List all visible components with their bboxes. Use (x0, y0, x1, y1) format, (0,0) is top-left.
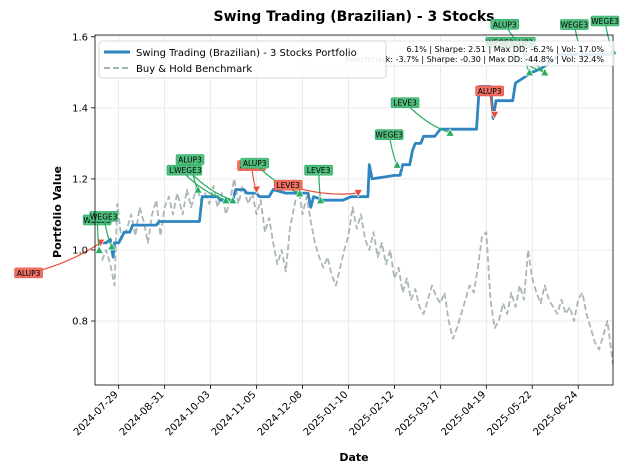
x-tick-label: 2025-01-10 (302, 389, 351, 438)
annotation-box (590, 15, 620, 27)
annotation-label: ALUP3 (493, 20, 517, 29)
annotation-box (173, 164, 203, 176)
x-tick-label: 2024-10-03 (164, 389, 213, 438)
legend-label-benchmark: Buy & Hold Benchmark (136, 64, 252, 75)
y-axis-label: Portfolio Value (51, 166, 64, 258)
x-axis-label: Date (339, 451, 368, 464)
x-tick-label: 2024-12-08 (256, 389, 305, 438)
x-tick-label: 2025-04-19 (440, 389, 489, 438)
annotation-label: WEGE3 (90, 212, 118, 221)
annotation-box (374, 129, 404, 140)
trade-annotation-leve3: LEVE3 (273, 179, 363, 198)
annotation-label: ALUP3 (178, 156, 202, 165)
sell-marker (252, 185, 262, 195)
x-tick-label: 2024-11-05 (210, 389, 259, 438)
annotation-box (490, 19, 520, 30)
y-tick-label: 1.6 (72, 32, 88, 43)
series-line-buy-hold-benchmark (101, 178, 614, 364)
trade-annotation-leve3: LEVE3 (304, 164, 333, 205)
trade-annotation-alup3: ALUP3 (475, 85, 504, 120)
trade-annotation-wege3: WEGE3 (89, 211, 119, 251)
buy-marker (193, 184, 203, 194)
annotation-label: WEGE3 (375, 131, 403, 140)
legend: Swing Trading (Brazilian) - 3 Stocks Por… (98, 40, 387, 79)
annotation-label: WEGE3 (174, 166, 202, 175)
buy-marker (316, 195, 326, 205)
annotation-box (240, 157, 269, 169)
buy-marker (445, 128, 455, 137)
y-tick-label: 1.2 (72, 174, 88, 185)
trade-annotation-alup3: ALUP3 (175, 154, 205, 194)
stats-line-strategy: 6.1% | Sharpe: 2.51 | Max DD: -6.2% | Vo… (406, 45, 604, 54)
x-tick-label: 2025-05-22 (485, 389, 534, 438)
annotation-box (175, 154, 205, 165)
annotation-label: ALUP3 (478, 87, 502, 96)
sell-marker (353, 189, 363, 198)
benchmark-layer (101, 178, 614, 364)
x-axis: 2024-07-292024-08-312024-10-032024-11-05… (72, 385, 580, 438)
y-tick-label: 1.0 (72, 245, 88, 256)
annotation-label: LEVE3 (276, 181, 300, 190)
buy-marker (94, 245, 104, 254)
grid (95, 35, 613, 385)
annotation-label: LEVE3 (307, 166, 331, 175)
x-tick-label: 2024-07-29 (72, 389, 121, 438)
buy-marker (540, 67, 550, 77)
x-tick-label: 2025-02-12 (348, 389, 397, 438)
annotation-box (560, 19, 589, 30)
annotation-box (304, 164, 333, 176)
buy-marker (107, 241, 117, 251)
annotation-box (390, 97, 420, 109)
buy-marker (228, 195, 238, 205)
series-line-swing-trading-brazilian-3-stocks-portfolio (102, 53, 613, 259)
buy-marker (295, 188, 305, 197)
trade-annotation-wege3: WEGE3 (374, 129, 404, 169)
annotation-box (475, 85, 504, 97)
annotation-label: ALUP3 (17, 269, 41, 278)
trade-annotation-wege3: WEGE3 (173, 164, 238, 205)
x-tick-label: 2024-08-31 (118, 389, 167, 438)
trade-annotation-leve3: LEVE3 (390, 97, 455, 137)
annotation-box (14, 267, 43, 279)
annotation-label: LEVE3 (393, 99, 417, 108)
y-axis: 0.8 1.0 1.2 1.4 1.6 (72, 32, 95, 328)
annotation-label: ALUP3 (243, 159, 267, 168)
plot-frame (94, 34, 614, 386)
annotation-label: WEGE3 (591, 17, 619, 26)
legend-label-portfolio: Swing Trading (Brazilian) - 3 Stocks Por… (136, 48, 357, 59)
portfolio-layer (102, 53, 613, 259)
buy-marker (524, 67, 534, 77)
chart-title: Swing Trading (Brazilian) - 3 Stocks (213, 9, 494, 25)
annotation-label: WEGE3 (561, 21, 589, 30)
x-tick-label: 2025-03-17 (394, 389, 443, 438)
x-tick-label: 2025-06-24 (531, 389, 580, 438)
stats-line-benchmark: Benchmark: -3.7% | Sharpe: -0.30 | Max D… (345, 55, 605, 64)
y-tick-label: 1.4 (72, 103, 88, 114)
sell-marker (490, 111, 500, 120)
annotation-box (273, 179, 303, 191)
annotation-box (89, 211, 119, 222)
buy-marker (221, 195, 231, 205)
y-tick-label: 0.8 (72, 317, 88, 328)
buy-marker (392, 160, 402, 169)
